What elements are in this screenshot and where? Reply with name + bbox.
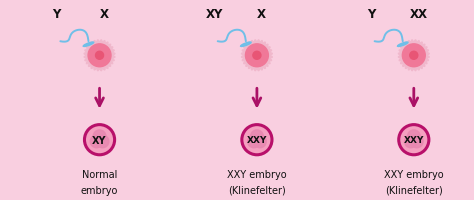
- Text: Y: Y: [367, 8, 375, 20]
- Ellipse shape: [402, 45, 425, 67]
- Text: XY: XY: [205, 8, 223, 20]
- Ellipse shape: [83, 43, 94, 47]
- Text: XXY: XXY: [404, 136, 424, 144]
- Ellipse shape: [251, 130, 263, 143]
- Polygon shape: [84, 41, 115, 71]
- Text: (Klinefelter): (Klinefelter): [385, 185, 443, 195]
- Text: XY: XY: [92, 135, 107, 145]
- Ellipse shape: [253, 52, 261, 60]
- Ellipse shape: [93, 130, 106, 143]
- Ellipse shape: [88, 45, 111, 67]
- Text: X: X: [100, 8, 109, 20]
- Text: (Klinefelter): (Klinefelter): [228, 185, 286, 195]
- Ellipse shape: [90, 135, 103, 148]
- Ellipse shape: [242, 125, 272, 155]
- Text: XXY embryo: XXY embryo: [227, 169, 287, 179]
- Text: Normal: Normal: [82, 169, 117, 179]
- Polygon shape: [242, 41, 272, 71]
- Ellipse shape: [399, 125, 429, 155]
- Ellipse shape: [254, 135, 266, 148]
- Ellipse shape: [246, 45, 268, 67]
- Text: XX: XX: [410, 8, 428, 20]
- Ellipse shape: [96, 135, 109, 148]
- Ellipse shape: [96, 52, 103, 60]
- Text: X: X: [257, 8, 266, 20]
- Text: XXY embryo: XXY embryo: [384, 169, 444, 179]
- Ellipse shape: [398, 43, 408, 47]
- Ellipse shape: [410, 52, 418, 60]
- Ellipse shape: [410, 135, 423, 148]
- Polygon shape: [399, 41, 429, 71]
- Text: XXY: XXY: [247, 136, 267, 144]
- Text: Y: Y: [53, 8, 61, 20]
- Text: embryo: embryo: [81, 185, 118, 195]
- Ellipse shape: [408, 130, 420, 143]
- Ellipse shape: [84, 125, 115, 155]
- Ellipse shape: [241, 43, 251, 47]
- Ellipse shape: [247, 135, 260, 148]
- Ellipse shape: [404, 135, 417, 148]
